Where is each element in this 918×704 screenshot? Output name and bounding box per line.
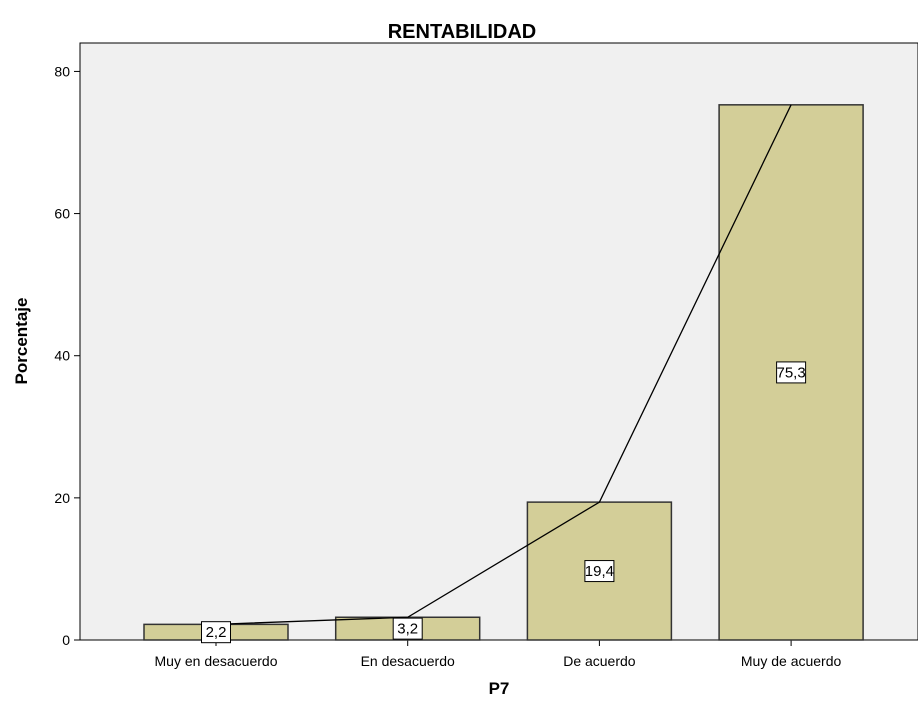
data-label: 75,3 (776, 361, 807, 384)
y-tick-label: 0 (62, 632, 70, 648)
data-label-box (201, 621, 231, 644)
x-tick-label: En desacuerdo (361, 653, 455, 669)
y-axis-title: Porcentaje (12, 298, 31, 385)
x-tick-label: Muy de acuerdo (741, 653, 842, 669)
data-label: 19,4 (584, 560, 615, 583)
data-label-text: 19,4 (585, 563, 614, 580)
y-tick-label: 20 (54, 490, 70, 506)
data-label-text: 3,2 (397, 621, 418, 638)
y-tick-label: 40 (54, 348, 70, 364)
x-tick-label: Muy en desacuerdo (155, 653, 278, 669)
chart-title: RENTABILIDAD (388, 21, 537, 43)
x-axis-title: P7 (489, 679, 510, 698)
data-label-text: 75,3 (776, 364, 805, 381)
y-tick-label: 80 (54, 63, 70, 79)
data-labels: 2,2 3,2 19,4 75,3 (201, 361, 807, 644)
x-tick-label: De acuerdo (563, 653, 636, 669)
x-axis: Muy en desacuerdo En desacuerdo De acuerdo… (155, 640, 842, 669)
y-axis: 0 20 40 60 80 (54, 63, 80, 648)
data-label-box (776, 361, 807, 384)
trend-line (215, 104, 792, 626)
y-tick-label: 60 (54, 206, 70, 222)
data-label-text: 2,2 (206, 624, 227, 641)
data-label: 3,2 (392, 617, 423, 640)
data-label-box (584, 560, 615, 583)
data-label-box (392, 617, 423, 640)
data-label: 2,2 (201, 621, 231, 644)
